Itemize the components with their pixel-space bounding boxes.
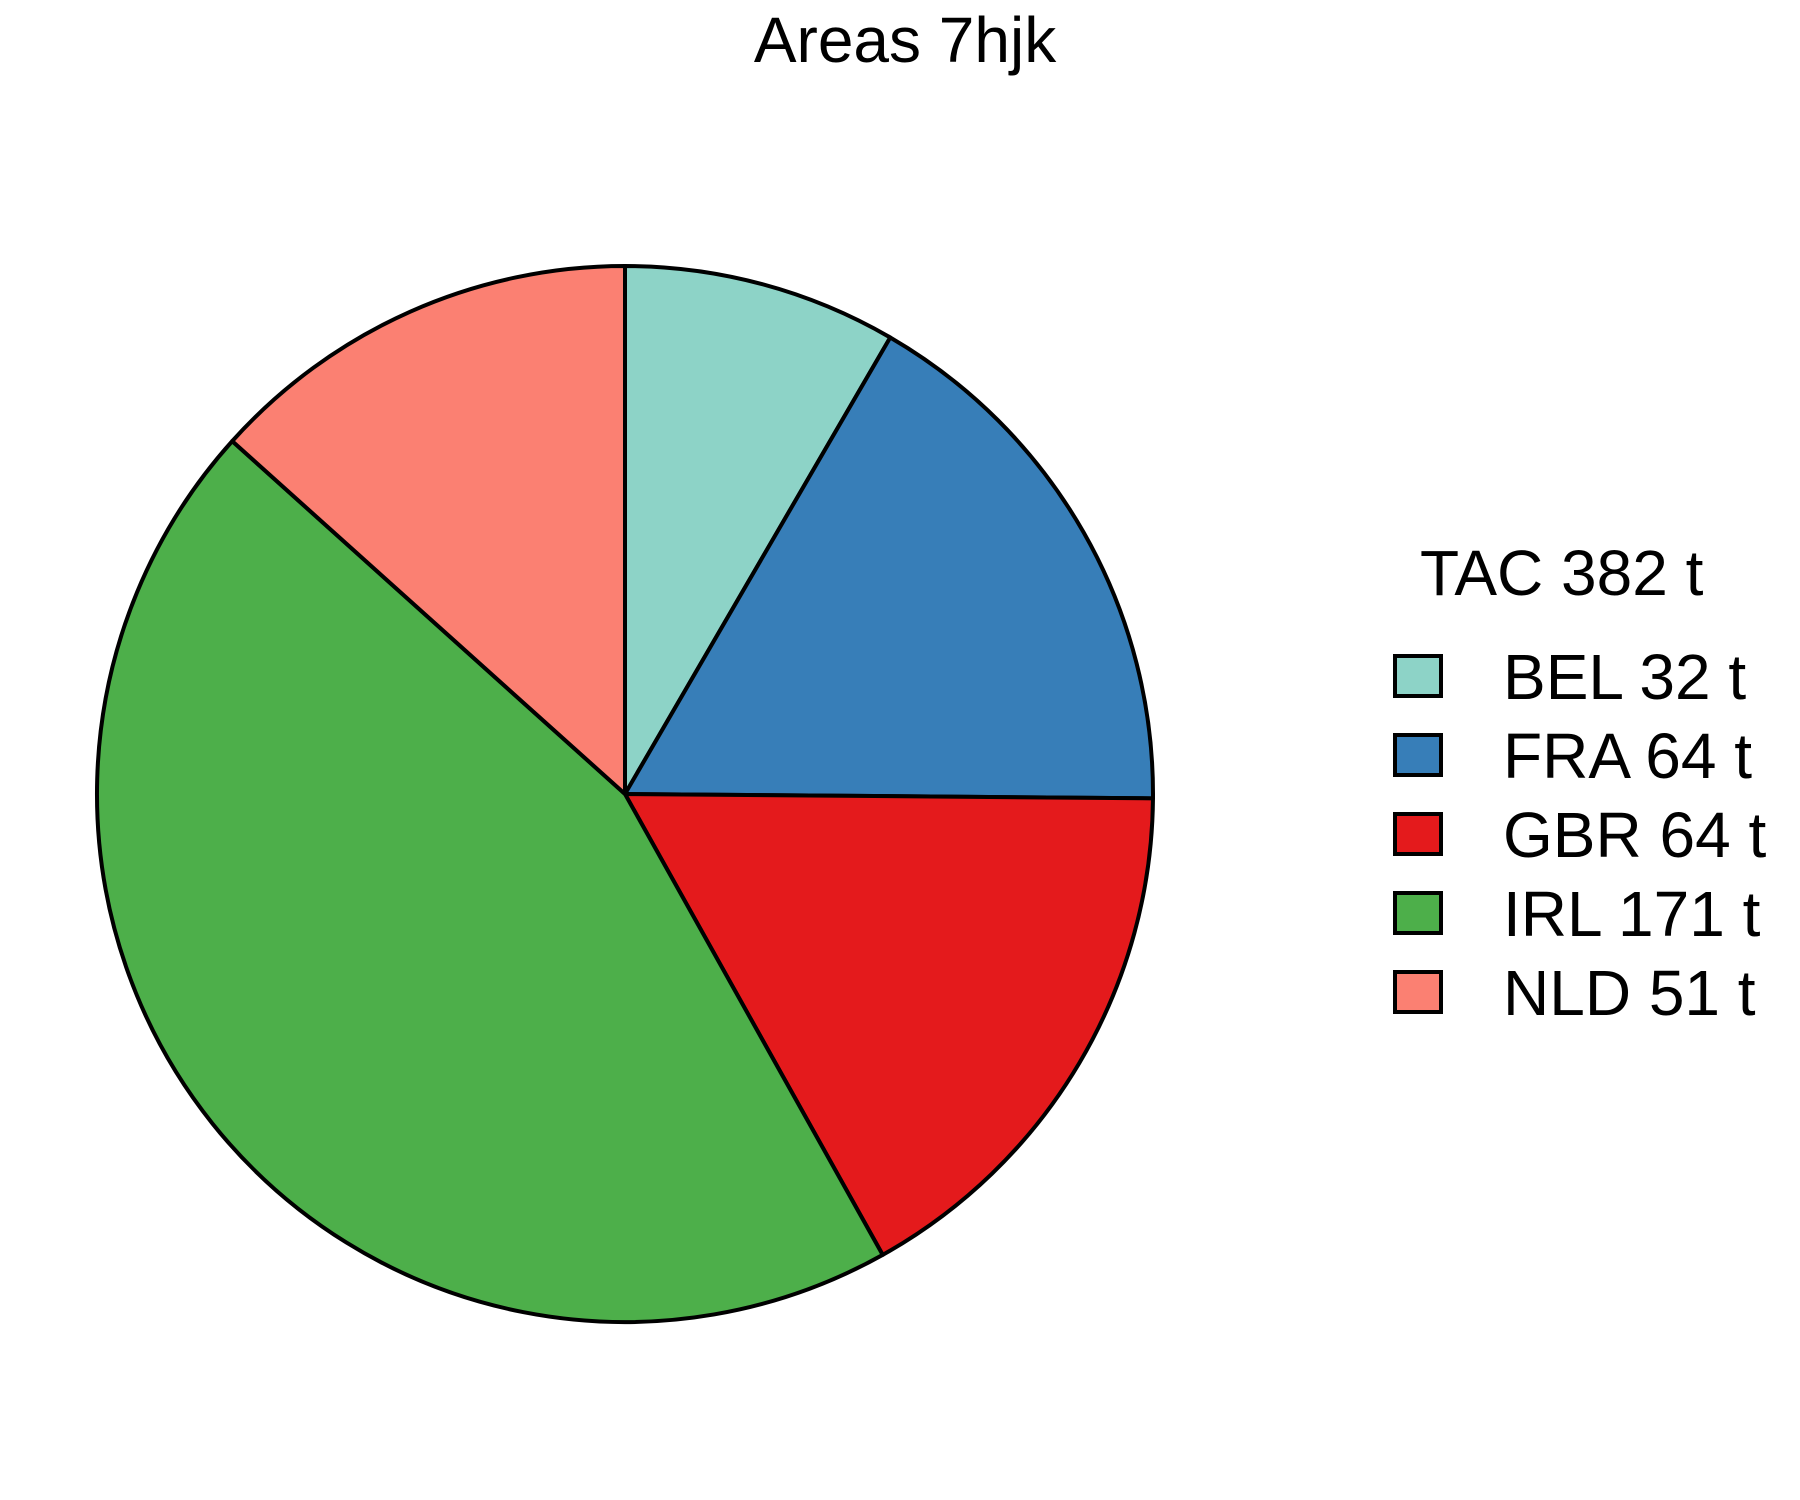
legend-label-bel: BEL 32 t	[1503, 641, 1746, 713]
legend-label-gbr: GBR 64 t	[1503, 799, 1766, 871]
legend-label-nld: NLD 51 t	[1503, 957, 1756, 1029]
pie-slice-irl	[95, 439, 885, 1325]
legend-key-gbr	[1393, 812, 1443, 856]
pie-slice-nld	[230, 264, 627, 796]
pie-slices	[95, 264, 1155, 1325]
chart-title: Areas 7hjk	[754, 4, 1057, 76]
legend-key-bel	[1393, 654, 1443, 698]
legend-title: TAC 382 t	[1420, 537, 1704, 609]
legend-label-fra: FRA 64 t	[1503, 720, 1752, 792]
legend-key-irl	[1393, 891, 1443, 935]
legend-label-irl: IRL 171 t	[1503, 878, 1761, 950]
legend-key-nld	[1393, 970, 1443, 1014]
pie-slice-gbr	[623, 792, 1155, 1257]
legend-key-fra	[1393, 733, 1443, 777]
pie-slice-bel	[623, 264, 893, 796]
pie-slice-fra	[623, 335, 1155, 801]
